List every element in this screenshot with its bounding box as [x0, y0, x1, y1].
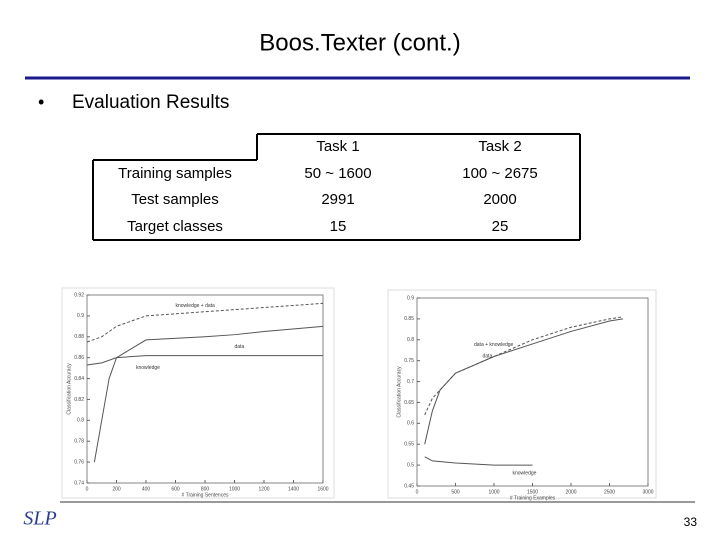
- x-tick-label: 400: [142, 486, 151, 492]
- x-tick-label: 500: [451, 489, 460, 495]
- y-tick-label: 0.82: [74, 397, 84, 403]
- table-cell: Target classes: [127, 218, 223, 235]
- chart: 0.45 0.5 0.55 0.6 0.65 0.7 0.75 0.8 0.85 0.9 0 500 1…: [387, 289, 657, 501]
- y-tick-label: 0.92: [74, 292, 84, 298]
- table-cell: Training samples: [118, 165, 232, 182]
- bullet-text: Evaluation Results: [72, 92, 229, 113]
- y-tick-label: 0.8: [407, 337, 414, 343]
- y-tick-label: 0.5: [407, 462, 414, 468]
- chart-frame: [61, 287, 335, 499]
- series-line: [424, 316, 624, 416]
- series-line: [93, 325, 324, 463]
- y-tick-label: 0.76: [74, 459, 84, 465]
- x-tick-label: 1000: [229, 486, 240, 492]
- y-tick-label: 0.86: [74, 355, 84, 361]
- series-label: knowledge + data: [176, 303, 216, 309]
- x-tick-label: 0: [416, 489, 419, 495]
- x-tick-label: 600: [171, 486, 180, 492]
- y-tick-label: 0.8: [77, 418, 84, 424]
- table-cell: 100 ~ 2675: [462, 165, 538, 182]
- series-label: data + knowledge: [474, 342, 514, 348]
- y-tick-label: 0.74: [74, 480, 84, 486]
- series-line: [86, 355, 323, 366]
- x-tick-label: 0: [86, 486, 89, 492]
- y-tick-label: 0.88: [74, 334, 84, 340]
- x-tick-label: 3000: [642, 489, 653, 495]
- bullet-dot: •: [38, 92, 44, 112]
- y-tick-label: 0.75: [404, 358, 414, 364]
- slide-title: Boos.Texter (cont.): [259, 29, 460, 56]
- x-tick-label: 1400: [288, 486, 299, 492]
- y-tick-label: 0.9: [407, 295, 414, 301]
- series-line: [424, 318, 624, 445]
- logo: SLP: [23, 508, 56, 530]
- table-cell: 2991: [321, 191, 354, 208]
- table-cell: 25: [492, 218, 509, 235]
- y-tick-label: 0.84: [74, 376, 84, 382]
- table-cell: Test samples: [131, 191, 219, 208]
- y-tick-label: 0.7: [407, 379, 414, 385]
- x-tick-label: 200: [112, 486, 121, 492]
- series-label: knowledge: [513, 470, 537, 476]
- page-number: 33: [684, 515, 698, 529]
- y-axis-label: Classification Accuracy: [396, 366, 402, 418]
- x-tick-label: 1200: [258, 486, 269, 492]
- y-tick-label: 0.78: [74, 439, 84, 445]
- y-tick-label: 0.45: [404, 483, 414, 489]
- results-table: [92, 133, 581, 241]
- x-tick-label: 800: [201, 486, 210, 492]
- series-label: data: [483, 353, 493, 359]
- table-header-cell: Task 1: [316, 138, 359, 155]
- chart-frame: [387, 289, 657, 499]
- y-tick-label: 0.85: [404, 316, 414, 322]
- x-tick-label: 1000: [488, 489, 499, 495]
- x-tick-label: 1500: [527, 489, 538, 495]
- x-axis-label: # Training Sentences: [182, 492, 229, 498]
- y-tick-label: 0.6: [407, 421, 414, 427]
- series-label: knowledge: [136, 365, 160, 371]
- x-tick-label: 1600: [317, 486, 328, 492]
- series-line: [424, 456, 533, 466]
- y-tick-label: 0.9: [77, 313, 84, 319]
- table-cell: 2000: [483, 191, 516, 208]
- y-tick-label: 0.55: [404, 442, 414, 448]
- x-axis-label: # Training Examples: [510, 495, 556, 501]
- y-tick-label: 0.65: [404, 400, 414, 406]
- table-cell: 15: [330, 218, 347, 235]
- chart: 0.74 0.76 0.78 0.8 0.82 0.84 0.86 0.88 0.9 0.92 0 2…: [61, 287, 335, 499]
- table-header-cell: Task 2: [478, 138, 521, 155]
- y-axis-label: Classification Accuracy: [66, 363, 72, 415]
- x-tick-label: 2500: [604, 489, 615, 495]
- table-cell: 50 ~ 1600: [304, 165, 371, 182]
- series-label: data: [235, 344, 245, 350]
- x-tick-label: 2000: [565, 489, 576, 495]
